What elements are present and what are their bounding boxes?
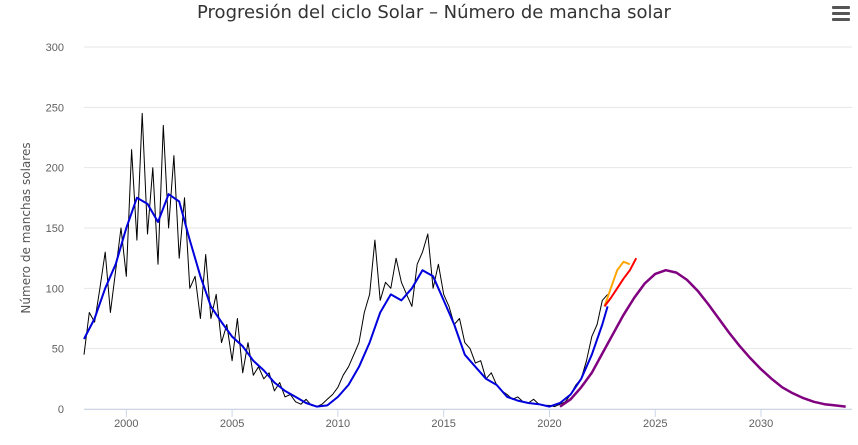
x-tick-label: 2015: [431, 418, 455, 430]
x-tick-label: 2025: [643, 418, 667, 430]
series: [83, 112, 846, 408]
series-line-recent_orange: [603, 260, 631, 307]
hamburger-icon-bar: [832, 12, 850, 15]
y-tick-label: 0: [58, 404, 64, 416]
axes: 0 50 100 150 200 250 300 2000 2005 2010 2015 2020 20…: [46, 42, 852, 430]
y-tick-label: 100: [46, 283, 64, 295]
y-axis-label: Número de manchas solares: [19, 142, 33, 313]
y-tick-label: 150: [46, 223, 64, 235]
x-tick-label: 2010: [326, 418, 350, 430]
chart-title: Progresión del ciclo Solar – Número de m…: [197, 2, 671, 23]
y-tick-label: 50: [52, 344, 64, 356]
y-tick-label: 300: [46, 42, 64, 54]
series-line-prediction: [559, 268, 846, 408]
x-tick-label: 2005: [220, 418, 244, 430]
grid-lines: [84, 46, 852, 410]
series-line-recent_red: [603, 257, 638, 307]
chart-menu-button[interactable]: [832, 6, 850, 22]
x-tick-label: 2030: [749, 418, 773, 430]
y-tick-label: 200: [46, 163, 64, 175]
x-tick-label: 2020: [537, 418, 561, 430]
x-tick-label: 2000: [114, 418, 138, 430]
series-line-monthly: [83, 112, 608, 408]
y-tick-label: 250: [46, 102, 64, 114]
series-line-smoothed: [83, 193, 609, 408]
hamburger-icon-bar: [832, 6, 850, 9]
hamburger-icon-bar: [832, 18, 850, 21]
